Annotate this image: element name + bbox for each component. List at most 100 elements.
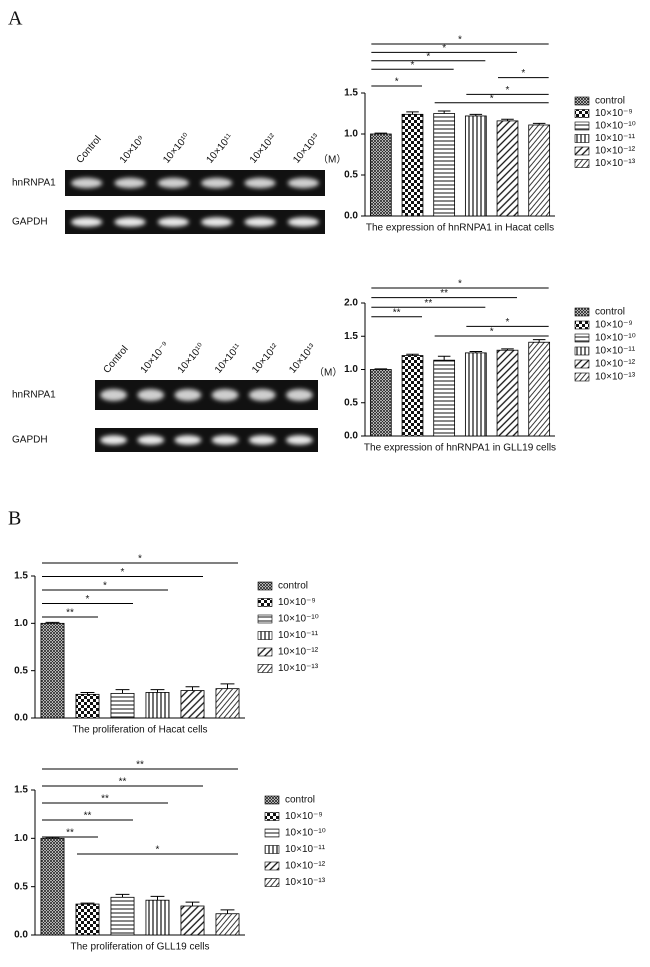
row-label: GAPDH [12,435,48,446]
significance-label: ** [84,811,92,822]
gel-band [287,177,319,189]
legend-label: 10×10⁻⁹ [595,108,633,119]
significance-label: * [521,68,525,79]
lane-label: 10×10¹⁰ [176,341,207,375]
significance-label: ** [119,777,127,788]
panel-label: A [8,8,23,30]
gel-band [137,389,165,401]
legend-swatch [574,346,590,356]
error-bar [374,132,388,134]
error-bar [437,110,451,114]
gel-band [137,435,165,445]
lane-label: 10×10¹² [250,341,281,375]
bar [145,692,170,719]
gel-image [95,380,318,410]
significance-label: ** [136,760,144,771]
legend-swatch [264,878,280,887]
significance-label: ** [66,608,74,619]
lane-label: 10×10¹² [248,131,279,165]
gel-band [71,217,103,227]
chart-title: The proliferation of Hacat cells [72,725,207,736]
bar [401,113,424,217]
gel-band [174,389,202,401]
significance-label: * [458,279,462,290]
significance-label: * [458,35,462,46]
lane-label: Control [75,134,104,166]
legend-swatch [574,121,590,131]
legend-label: 10×10⁻⁹ [595,320,633,331]
gel-band [174,435,202,445]
gel-band [211,435,239,445]
gel-band [157,217,189,227]
significance-label: ** [66,828,74,839]
significance-label: * [442,43,446,54]
gel-band [286,435,313,445]
gel-band [248,389,276,401]
legend-swatch [257,581,273,591]
lane-label: 10×10⁻⁹ [139,340,172,376]
chart-title: The expression of hnRNPA1 in Hacat cells [366,223,554,234]
legend-swatch [257,598,273,607]
significance-label: ** [101,794,109,805]
y-tick-label: 0.0 [14,930,28,941]
bar [75,693,100,719]
legend-swatch [574,320,590,330]
legend-swatch [264,845,280,854]
gel-band [71,177,103,189]
significance-label: * [395,77,399,88]
y-tick-label: 1.5 [344,88,358,99]
error-bar [185,686,200,691]
legend-swatch [574,134,590,143]
bar [369,369,392,437]
lane-label: Control [101,344,130,376]
lane-label: 10×10¹⁰ [161,131,192,165]
significance-label: * [121,567,125,578]
error-bar [501,348,514,351]
legend-label: 10×10⁻¹³ [285,877,326,888]
error-bar [532,339,546,343]
legend-label: control [595,96,625,107]
legend-label: 10×10⁻¹⁰ [278,614,319,625]
gel-band [286,389,313,401]
legend-swatch [574,372,590,382]
error-bar [406,353,419,356]
bar [433,359,456,437]
legend-swatch [257,647,273,657]
legend-label: control [595,307,625,318]
legend-swatch [257,631,273,640]
legend-label: 10×10⁻¹³ [595,158,636,169]
legend-swatch [257,614,273,624]
significance-label: ** [424,298,432,309]
legend-swatch [257,664,273,673]
legend-swatch [264,812,280,821]
legend-label: 10×10⁻¹² [595,146,636,157]
error-bar [532,122,546,125]
row-label: hnRNPA1 [12,390,56,401]
legend-swatch [264,795,280,805]
bar [496,349,519,437]
bar [464,352,487,437]
gel-band [287,217,319,227]
y-tick-label: 1.0 [344,129,358,140]
legend-label: 10×10⁻¹³ [278,663,319,674]
bar [528,341,551,437]
bar [528,124,551,217]
legend-label: 10×10⁻⁹ [278,597,316,608]
legend-label: control [278,581,308,592]
y-tick-label: 0.5 [14,881,28,892]
y-tick-label: 2.0 [344,298,358,309]
gel-band [114,177,146,189]
significance-label: * [411,60,415,71]
bar [464,115,487,217]
significance-label: * [490,93,494,104]
legend-label: 10×10⁻¹⁰ [595,333,636,344]
significance-label: * [103,581,107,592]
bar [40,622,65,719]
row-label: hnRNPA1 [12,178,56,189]
unit-label: （M） [314,367,342,379]
significance-label: ** [440,288,448,299]
legend-label: 10×10⁻¹² [278,647,319,658]
error-bar [150,895,165,901]
error-bar [469,113,483,116]
y-tick-label: 0.0 [344,211,358,222]
